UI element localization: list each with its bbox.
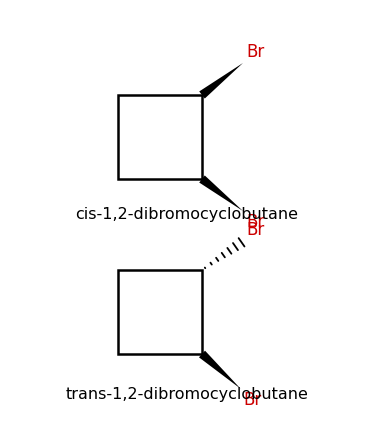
Polygon shape xyxy=(199,350,240,389)
Polygon shape xyxy=(199,63,243,98)
Text: Br: Br xyxy=(246,43,264,61)
Polygon shape xyxy=(199,176,243,211)
Text: Br: Br xyxy=(246,213,264,231)
Text: trans-1,2-dibromocyclobutane: trans-1,2-dibromocyclobutane xyxy=(65,387,309,402)
Text: cis-1,2-dibromocyclobutane: cis-1,2-dibromocyclobutane xyxy=(76,207,298,222)
Text: Br: Br xyxy=(246,221,265,239)
Text: Br: Br xyxy=(243,391,262,409)
